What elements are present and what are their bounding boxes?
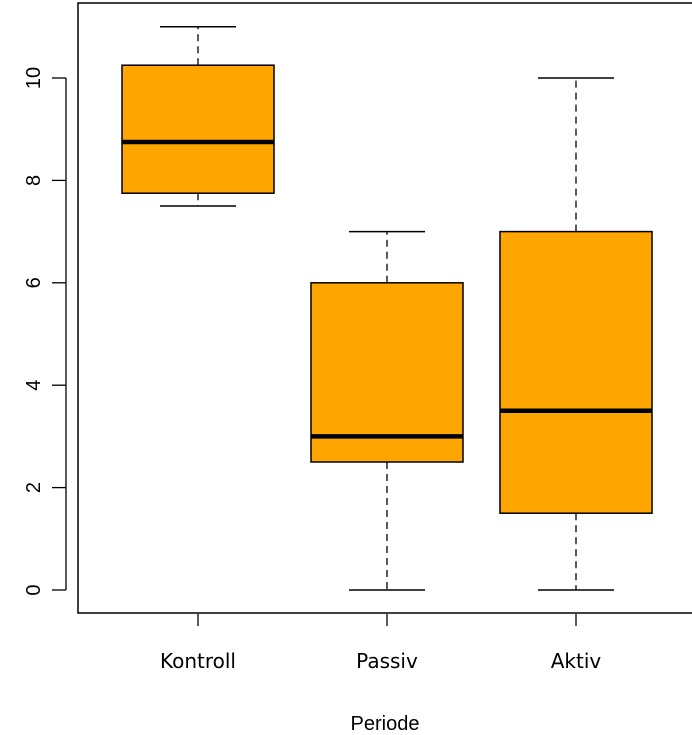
y-tick-label: 6 [23,277,45,288]
iqr-box [499,230,653,514]
x-tick-label: Aktiv [551,649,602,673]
box-group [121,26,275,207]
x-tick-label: Kontroll [160,649,236,673]
y-tick-label: 0 [23,584,45,595]
box-group [310,230,464,591]
box-group [499,77,653,591]
iqr-box [121,64,275,194]
x-axis: Kontroll Passiv Aktiv [160,614,601,673]
y-tick-label: 8 [23,175,45,186]
plot-area-frame [77,2,692,614]
x-tick-label: Passiv [356,649,418,673]
x-axis-label: Periode [351,713,420,735]
y-tick-label: 10 [23,67,45,89]
y-tick-label: 4 [23,380,45,391]
y-tick-label: 2 [23,482,45,493]
y-axis: 0 2 4 6 8 10 [23,67,67,596]
iqr-box [310,282,464,463]
box-series [121,26,653,591]
